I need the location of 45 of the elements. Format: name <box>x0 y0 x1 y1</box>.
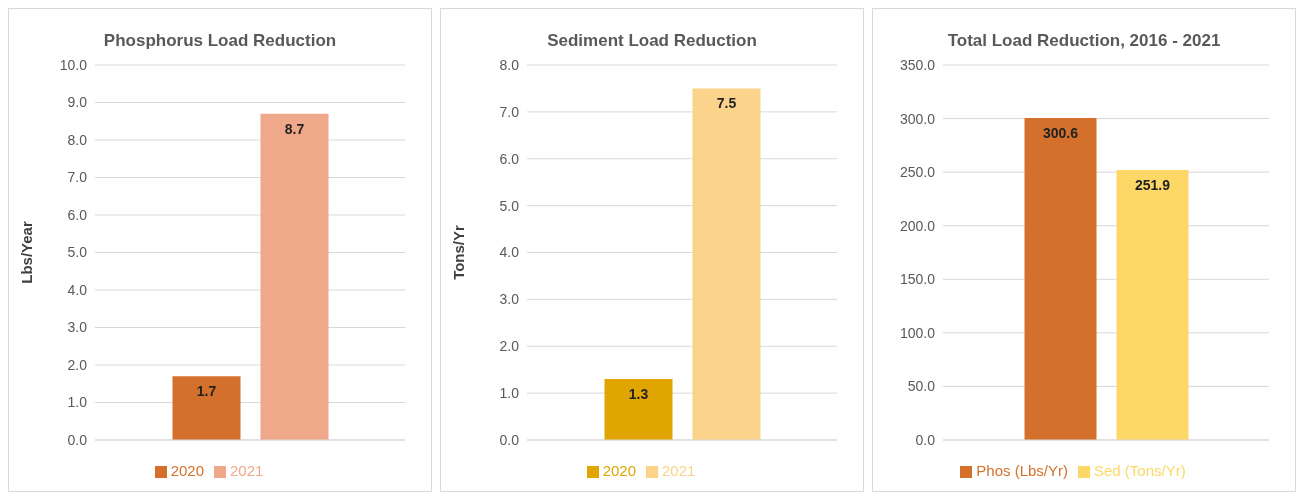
y-tick-label: 9.0 <box>67 94 88 111</box>
data-label: 8.7 <box>284 120 305 137</box>
data-label: 251.9 <box>1134 177 1171 194</box>
y-tick-label: 200.0 <box>899 217 936 234</box>
y-tick-label: 4.0 <box>499 244 520 261</box>
data-label: 1.7 <box>196 383 217 400</box>
y-tick-label: 100.0 <box>899 324 936 341</box>
legend-label: 2021 <box>230 462 264 479</box>
y-tick-label: 10.0 <box>59 56 88 73</box>
y-tick-label: 0.0 <box>67 431 88 448</box>
legend-label: Phos (Lbs/Yr) <box>976 462 1068 479</box>
legend-label: 2020 <box>170 462 204 479</box>
y-tick-label: 150.0 <box>899 271 936 288</box>
chart-title: Sediment Load Reduction <box>546 31 758 51</box>
y-tick-label: 300.0 <box>899 110 936 127</box>
legend-label: 2021 <box>662 462 696 479</box>
y-axis-title: Tons/Yr <box>450 224 468 280</box>
y-tick-label: 3.0 <box>499 291 520 308</box>
y-tick-label: 6.0 <box>67 206 88 223</box>
data-label: 7.5 <box>716 95 737 112</box>
y-tick-label: 3.0 <box>67 319 88 336</box>
data-label: 300.6 <box>1042 124 1079 141</box>
y-tick-label: 250.0 <box>899 164 936 181</box>
y-tick-label: 2.0 <box>67 356 88 373</box>
y-tick-label: 0.0 <box>499 431 520 448</box>
legend-label: 2020 <box>602 462 636 479</box>
y-tick-label: 1.0 <box>67 394 88 411</box>
y-tick-label: 8.0 <box>499 56 520 73</box>
chart-title: Phosphorus Load Reduction <box>102 31 338 51</box>
legend-label: Sed (Tons/Yr) <box>1094 462 1186 479</box>
y-tick-label: 2.0 <box>499 338 520 355</box>
y-tick-label: 5.0 <box>67 244 88 261</box>
y-tick-label: 50.0 <box>907 378 936 395</box>
y-tick-label: 5.0 <box>499 197 520 214</box>
y-tick-label: 7.0 <box>67 169 88 186</box>
y-tick-label: 1.0 <box>499 385 520 402</box>
y-tick-label: 8.0 <box>67 131 88 148</box>
y-tick-label: 0.0 <box>915 431 936 448</box>
data-label: 1.3 <box>628 386 649 402</box>
y-tick-label: 350.0 <box>899 56 936 73</box>
y-tick-label: 6.0 <box>499 150 520 167</box>
y-tick-label: 7.0 <box>499 103 520 120</box>
chart-title: Total Load Reduction, 2016 - 2021 <box>946 31 1222 51</box>
y-axis-title: Lbs/Year <box>18 221 36 284</box>
y-tick-label: 4.0 <box>67 281 88 298</box>
